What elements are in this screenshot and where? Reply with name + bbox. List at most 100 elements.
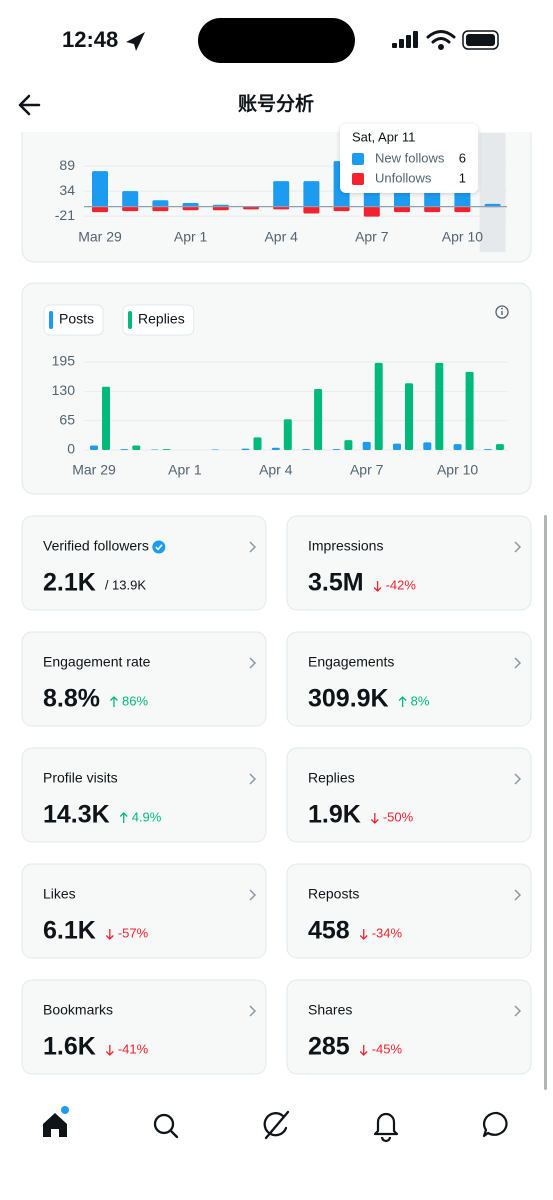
stat-card[interactable] <box>286 863 532 959</box>
stat-card[interactable] <box>286 631 532 727</box>
chevron <box>514 1005 522 1017</box>
bar <box>92 171 108 207</box>
stat-change: -50% <box>383 809 414 824</box>
header-title: 账号分析 <box>238 92 314 115</box>
y-tick-label: 0 <box>67 441 75 457</box>
bar <box>393 443 401 450</box>
nav-home[interactable] <box>43 1113 67 1137</box>
stat-change: -45% <box>372 1041 403 1056</box>
nav-home-dot <box>61 1106 69 1114</box>
stat-change: 86% <box>122 693 148 708</box>
bar <box>424 206 441 213</box>
overlay: Sat, Apr 11 New follows 6 Unfollows 1 <box>340 124 478 193</box>
nav-search[interactable] <box>153 1113 179 1139</box>
stat-label: Verified followers <box>43 538 149 554</box>
bar <box>212 206 229 211</box>
stat-change: -41% <box>118 1041 149 1056</box>
stat-value: 309.9K <box>308 685 389 713</box>
legend-label: Posts <box>59 311 94 327</box>
stat-label: Bookmarks <box>43 1002 113 1018</box>
bar <box>302 449 311 450</box>
bar <box>152 206 169 212</box>
battery-icon <box>462 30 499 50</box>
stat-card[interactable] <box>21 863 267 959</box>
stat-label: Shares <box>308 1002 352 1018</box>
bar <box>182 202 199 207</box>
y-tick-label: 195 <box>52 353 76 369</box>
stat-label: Profile visits <box>43 770 118 786</box>
bar <box>303 181 320 207</box>
highlight-band <box>479 133 506 252</box>
x-tick-label: Apr 4 <box>264 229 298 245</box>
trend-arrow <box>373 581 382 592</box>
tooltip-swatch <box>352 173 364 185</box>
nav-notifications[interactable] <box>373 1112 399 1143</box>
x-tick-label: Apr 4 <box>259 462 293 478</box>
stat-label: Replies <box>308 770 355 786</box>
chevron <box>514 541 522 553</box>
location-icon <box>126 32 145 51</box>
bar <box>102 386 110 450</box>
trend-arrow <box>105 1045 114 1056</box>
chevron <box>249 889 257 901</box>
dynamic-island <box>198 18 355 63</box>
bar <box>303 206 320 214</box>
stat-change: 4.9% <box>132 809 162 824</box>
tooltip-title: Sat, Apr 11 <box>352 129 415 144</box>
bar <box>92 206 108 213</box>
stat-value: 285 <box>308 1033 350 1061</box>
bottom-nav <box>43 1106 508 1143</box>
stat-value: 458 <box>308 917 350 945</box>
stat-card[interactable] <box>21 979 267 1075</box>
stat-value: 8.8% <box>43 685 100 713</box>
chart-card <box>21 282 532 495</box>
bar <box>273 206 290 210</box>
status-time: 12:48 <box>62 27 118 52</box>
bar <box>122 191 139 207</box>
bar <box>423 442 432 450</box>
stat-card[interactable] <box>21 631 267 727</box>
stat-card[interactable] <box>286 747 532 843</box>
scrollbar <box>544 515 547 1090</box>
tooltip-value: 1 <box>459 170 466 185</box>
stat-card[interactable] <box>286 515 532 611</box>
y-tick-label: 65 <box>59 411 75 427</box>
battery-level <box>466 34 495 46</box>
stat-card[interactable] <box>286 979 532 1075</box>
nav-grok[interactable] <box>263 1110 290 1140</box>
chevron <box>514 889 522 901</box>
verified-badge <box>152 540 166 554</box>
bar <box>314 389 323 450</box>
stat-value: 1.6K <box>43 1033 96 1061</box>
stat-change: 8% <box>411 693 430 708</box>
x-tick-label: Mar 29 <box>72 462 116 478</box>
bar <box>332 449 341 450</box>
stat-card[interactable] <box>21 747 267 843</box>
chevron <box>249 657 257 669</box>
tooltip-name: New follows <box>375 150 445 165</box>
y-tick-label: 34 <box>59 182 75 198</box>
bar <box>162 449 171 450</box>
y-tick-label: -21 <box>55 207 75 223</box>
tooltip <box>340 124 478 193</box>
tooltip-name: Unfollows <box>375 170 432 185</box>
bar <box>484 203 501 207</box>
stat-card[interactable] <box>21 515 267 611</box>
nav-messages[interactable] <box>482 1111 508 1138</box>
trend-arrow <box>110 696 118 707</box>
trend-arrow <box>105 929 114 940</box>
y-tick-label: 130 <box>52 382 76 398</box>
bar <box>182 206 199 211</box>
stat-label: Engagement rate <box>43 654 151 670</box>
bar <box>132 445 141 450</box>
info-icon <box>495 305 509 319</box>
legend-label: Replies <box>138 311 185 327</box>
bar <box>363 206 380 217</box>
chevron <box>249 1005 257 1017</box>
x-tick-label: Apr 10 <box>442 229 483 245</box>
stat-total: / 13.9K <box>105 577 147 592</box>
chevron <box>514 657 522 669</box>
back-button[interactable] <box>18 94 41 116</box>
stat-label: Impressions <box>308 538 383 554</box>
